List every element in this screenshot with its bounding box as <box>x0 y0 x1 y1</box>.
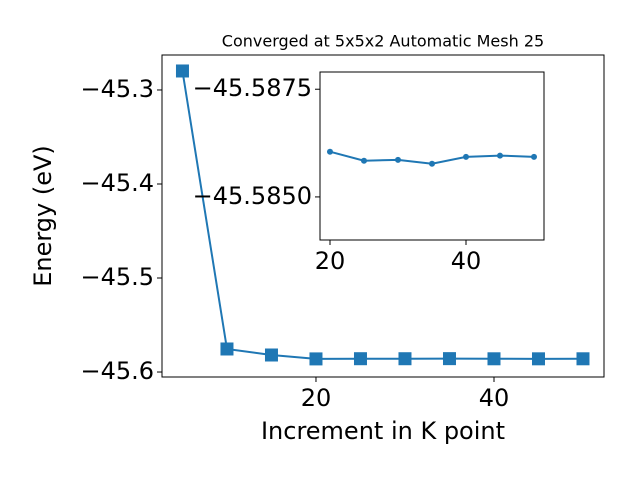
marker <box>487 352 501 366</box>
marker <box>576 352 590 366</box>
marker <box>398 352 412 366</box>
x-tick-label: 20 <box>315 247 346 275</box>
chart-title: Converged at 5x5x2 Automatic Mesh 25 <box>222 32 544 51</box>
y-tick-label: −45.4 <box>80 169 154 197</box>
marker <box>463 153 470 160</box>
line <box>181 70 583 360</box>
marker <box>326 148 333 155</box>
x-tick-label: 40 <box>451 247 482 275</box>
marker <box>497 152 504 159</box>
marker <box>220 342 234 356</box>
x-tick-label: 40 <box>479 384 510 412</box>
marker <box>429 160 435 167</box>
y-tick-label: −45.6 <box>80 357 154 385</box>
marker <box>175 64 189 78</box>
marker <box>264 348 278 362</box>
marker <box>309 352 323 366</box>
marker <box>394 156 401 163</box>
y-tick-label: −45.5875 <box>193 74 312 102</box>
x-axis-label: Increment in K point <box>261 417 505 445</box>
marker <box>531 352 545 366</box>
y-tick-label: −45.5850 <box>193 182 312 210</box>
y-axis-label: Energy (eV) <box>29 145 57 287</box>
marker <box>360 157 367 164</box>
marker <box>353 352 367 366</box>
x-tick-label: 20 <box>301 384 332 412</box>
y-tick-label: −45.3 <box>80 75 154 103</box>
marker <box>531 153 538 160</box>
marker <box>442 352 456 366</box>
y-tick-label: −45.5 <box>80 263 154 291</box>
